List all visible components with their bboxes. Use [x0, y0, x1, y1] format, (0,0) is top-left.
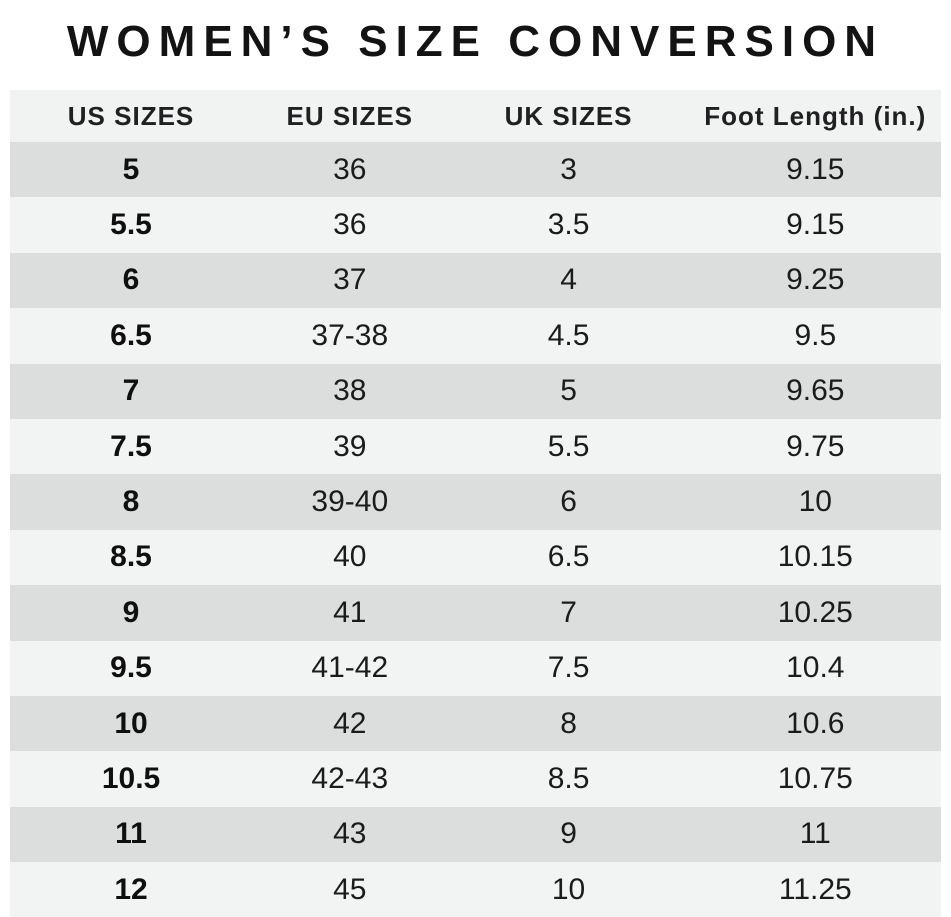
- table-cell-eu-size: 40: [333, 540, 367, 574]
- table-cell-foot-length: 10.4: [786, 651, 845, 685]
- table-cell-eu-size: 43: [333, 817, 367, 851]
- table-cell-uk-size: 10: [551, 872, 586, 906]
- table-row: 6 37 4 9.25: [10, 252, 941, 309]
- table-cell-eu-size: 39-40: [311, 485, 389, 519]
- column-header-eu-sizes: EU SIZES: [252, 90, 448, 142]
- table-cell-foot-length: 11.25: [778, 872, 852, 906]
- table-cell-foot-length: 10.75: [777, 761, 853, 795]
- table-cell-eu-size: 37: [333, 263, 367, 297]
- table-row: 9.5 41-42 7.5 10.4: [10, 640, 941, 696]
- table-cell-us-size: 9.5: [110, 651, 152, 685]
- table-cell-eu-size: 36: [333, 152, 367, 186]
- table-row: 10 42 8 10.6: [10, 695, 941, 752]
- column-header-foot-length: Foot Length (in.): [689, 90, 941, 142]
- table-cell-foot-length: 9.15: [786, 152, 845, 186]
- table-row: 8 39-40 6 10: [10, 474, 941, 530]
- table-cell-foot-length: 9.65: [786, 374, 845, 408]
- table-cell-foot-length: 9.75: [786, 429, 845, 463]
- table-cell-eu-size: 38: [333, 374, 367, 408]
- table-cell-foot-length: 10.15: [777, 540, 853, 574]
- table-cell-us-size: 11: [115, 817, 147, 851]
- size-conversion-table: US SIZES EU SIZES UK SIZES Foot Length (…: [10, 90, 941, 917]
- table-cell-eu-size: 42-43: [311, 761, 389, 795]
- table-cell-uk-size: 5: [560, 374, 577, 408]
- table-cell-uk-size: 4: [560, 263, 577, 297]
- table-cell-uk-size: 6: [560, 485, 577, 519]
- table-cell-us-size: 6: [122, 263, 140, 297]
- table-cell-us-size: 5.5: [110, 208, 152, 242]
- table-cell-uk-size: 7.5: [547, 651, 590, 685]
- table-row: 5.5 36 3.5 9.15: [10, 197, 941, 253]
- table-row: 10.5 42-43 8.5 10.75: [10, 751, 941, 807]
- table-row: 7.5 39 5.5 9.75: [10, 418, 941, 475]
- table-cell-eu-size: 37-38: [311, 318, 389, 352]
- table-row: 8.5 40 6.5 10.15: [10, 529, 941, 586]
- table-cell-uk-size: 3: [560, 152, 577, 186]
- table-cell-us-size: 8.5: [110, 540, 152, 574]
- table-cell-uk-size: 3.5: [547, 208, 590, 242]
- table-cell-eu-size: 42: [333, 706, 367, 740]
- table-cell-foot-length: 11: [799, 817, 831, 851]
- column-header-uk-sizes: UK SIZES: [447, 90, 690, 142]
- table-body: 5 36 3 9.15 5.5 36 3.5 9.15 6 37 4 9.25 6.5 37-38 4.5 9…: [10, 142, 941, 917]
- table-cell-uk-size: 6.5: [547, 540, 590, 574]
- table-cell-foot-length: 9.25: [786, 263, 845, 297]
- table-cell-us-size: 7.5: [110, 429, 152, 463]
- table-row: 9 41 7 10.25: [10, 585, 941, 641]
- table-cell-foot-length: 10: [798, 485, 832, 519]
- table-cell-foot-length: 9.15: [786, 208, 845, 242]
- table-cell-uk-size: 5.5: [547, 429, 590, 463]
- table-cell-uk-size: 4.5: [547, 318, 590, 352]
- column-header-us-sizes: US SIZES: [10, 90, 253, 142]
- page-title: WOMEN’S SIZE CONVERSION: [66, 17, 885, 66]
- table-cell-eu-size: 41-42: [311, 651, 389, 685]
- table-cell-us-size: 10.5: [101, 761, 161, 795]
- table-row: 7 38 5 9.65: [10, 363, 941, 419]
- table-header-row: US SIZES EU SIZES UK SIZES Foot Length (…: [10, 90, 941, 142]
- table-cell-foot-length: 10.25: [777, 595, 853, 629]
- table-cell-eu-size: 45: [333, 872, 367, 906]
- table-cell-us-size: 7: [122, 374, 140, 408]
- table-cell-uk-size: 7: [560, 595, 577, 629]
- table-cell-eu-size: 41: [333, 595, 367, 629]
- table-cell-us-size: 5: [122, 152, 140, 186]
- table-cell-foot-length: 10.6: [786, 706, 845, 740]
- table-row: 12 45 10 11.25: [10, 862, 941, 917]
- page-header: WOMEN’S SIZE CONVERSION: [0, 0, 951, 90]
- table-row: 6.5 37-38 4.5 9.5: [10, 308, 941, 364]
- table-cell-us-size: 12: [114, 872, 148, 906]
- table-cell-uk-size: 9: [560, 817, 577, 851]
- table-cell-us-size: 6.5: [110, 318, 152, 352]
- table-cell-uk-size: 8: [560, 706, 577, 740]
- table-row: 11 43 9 11: [10, 806, 941, 863]
- table-cell-foot-length: 9.5: [794, 318, 837, 352]
- table-cell-us-size: 10: [114, 706, 148, 740]
- table-cell-eu-size: 39: [333, 429, 367, 463]
- table-cell-eu-size: 36: [333, 208, 367, 242]
- table-row: 5 36 3 9.15: [10, 142, 941, 198]
- table-cell-uk-size: 8.5: [547, 761, 590, 795]
- table-cell-us-size: 9: [122, 595, 140, 629]
- table-cell-us-size: 8: [122, 485, 140, 519]
